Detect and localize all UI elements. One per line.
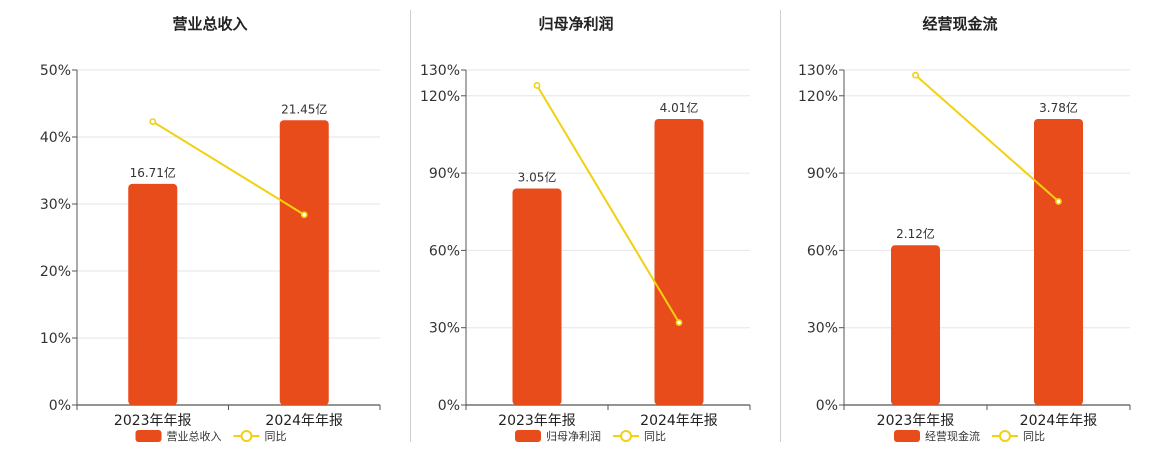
y-tick-label: 130% [798,63,838,79]
bar [128,183,178,405]
y-tick-label: 40% [40,130,71,146]
y-tick-label: 130% [420,63,460,79]
y-tick-label: 20% [40,264,71,280]
y-tick-label: 30% [429,321,460,337]
y-tick-label: 10% [40,331,71,347]
chart-title: 营业总收入 [172,15,247,33]
legend-bar-label: 经营现金流 [925,429,980,443]
y-tick-label: 30% [807,321,838,337]
legend-line-label: 同比 [644,430,666,443]
chart-title: 经营现金流 [922,15,997,33]
yoy-line [914,74,1060,203]
bar-value-label: 3.05亿 [518,170,557,185]
bar-value-label: 4.01亿 [660,100,699,115]
panel-divider [780,10,781,442]
bar [654,118,704,405]
y-tick-label: 0% [49,398,71,414]
y-tick-label: 30% [40,197,71,213]
chart-panel-revenue: 营业总收入 0% 10% 20% 30% 40% 50% 16.71亿 21.45亿 2023年年… [0,0,400,450]
x-tick-label: 2023年年报 [498,413,576,429]
yoy-point [533,82,541,89]
y-tick-label: 90% [429,166,460,182]
yoy-point [912,71,919,79]
chart-svg: 归母净利润 0% 30% 60% 90% 120% 130% 3.05亿 4.01亿 2023年年… [420,15,751,443]
y-tick-label: 90% [807,166,838,182]
y-tick-label: 60% [807,243,838,259]
y-tick-label: 50% [40,63,71,79]
x-tick-label: 2024年年报 [265,413,343,429]
bar-value-label: 2.12亿 [896,226,935,241]
legend-bar-label: 归母净利润 [546,429,601,443]
legend-bar-label: 营业总收入 [167,429,222,443]
chart-panel-net-profit: 归母净利润 0% 30% 60% 90% 120% 130% 3.05亿 4.01亿 2023年年… [411,0,780,450]
y-tick-label: 0% [816,398,838,414]
chart-title: 归母净利润 [538,15,613,33]
x-tick-label: 2023年年报 [877,413,955,429]
yoy-line [536,84,680,324]
chart-panel-operating-cashflow: 经营现金流 0% 30% 60% 90% 120% 130% 2.12亿 3.78亿 2023年年… [781,0,1160,450]
legend-bar-swatch [135,430,162,442]
panel-divider [410,10,411,442]
y-tick-label: 120% [798,89,838,105]
chart-svg: 营业总收入 0% 10% 20% 30% 40% 50% 16.71亿 21.45亿 2023年年… [40,15,381,443]
legend-bar-swatch [894,430,920,442]
yoy-line [152,120,305,216]
bar [512,188,562,405]
legend-line-label: 同比 [1023,430,1045,443]
bar [279,120,329,405]
yoy-point [149,118,157,125]
bar-value-label: 21.45亿 [281,101,327,116]
yoy-point [675,319,683,326]
legend-line-marker [999,430,1011,442]
yoy-point [300,211,308,219]
legend-line-marker [240,430,253,442]
legend-line-marker [620,430,632,442]
y-tick-label: 0% [438,398,460,414]
legend-bar-swatch [515,430,541,442]
chart-svg: 经营现金流 0% 30% 60% 90% 120% 130% 2.12亿 3.78亿 2023年年… [798,15,1131,443]
bar-value-label: 3.78亿 [1039,100,1078,115]
bar [891,245,940,405]
y-tick-label: 60% [429,243,460,259]
bar [1034,118,1083,405]
bar-value-label: 16.71亿 [130,165,176,180]
x-tick-label: 2024年年报 [640,413,718,429]
y-tick-label: 120% [420,89,460,105]
legend-line-label: 同比 [265,430,287,443]
x-tick-label: 2023年年报 [114,413,192,429]
yoy-point [1055,198,1062,205]
x-tick-label: 2024年年报 [1020,413,1098,429]
